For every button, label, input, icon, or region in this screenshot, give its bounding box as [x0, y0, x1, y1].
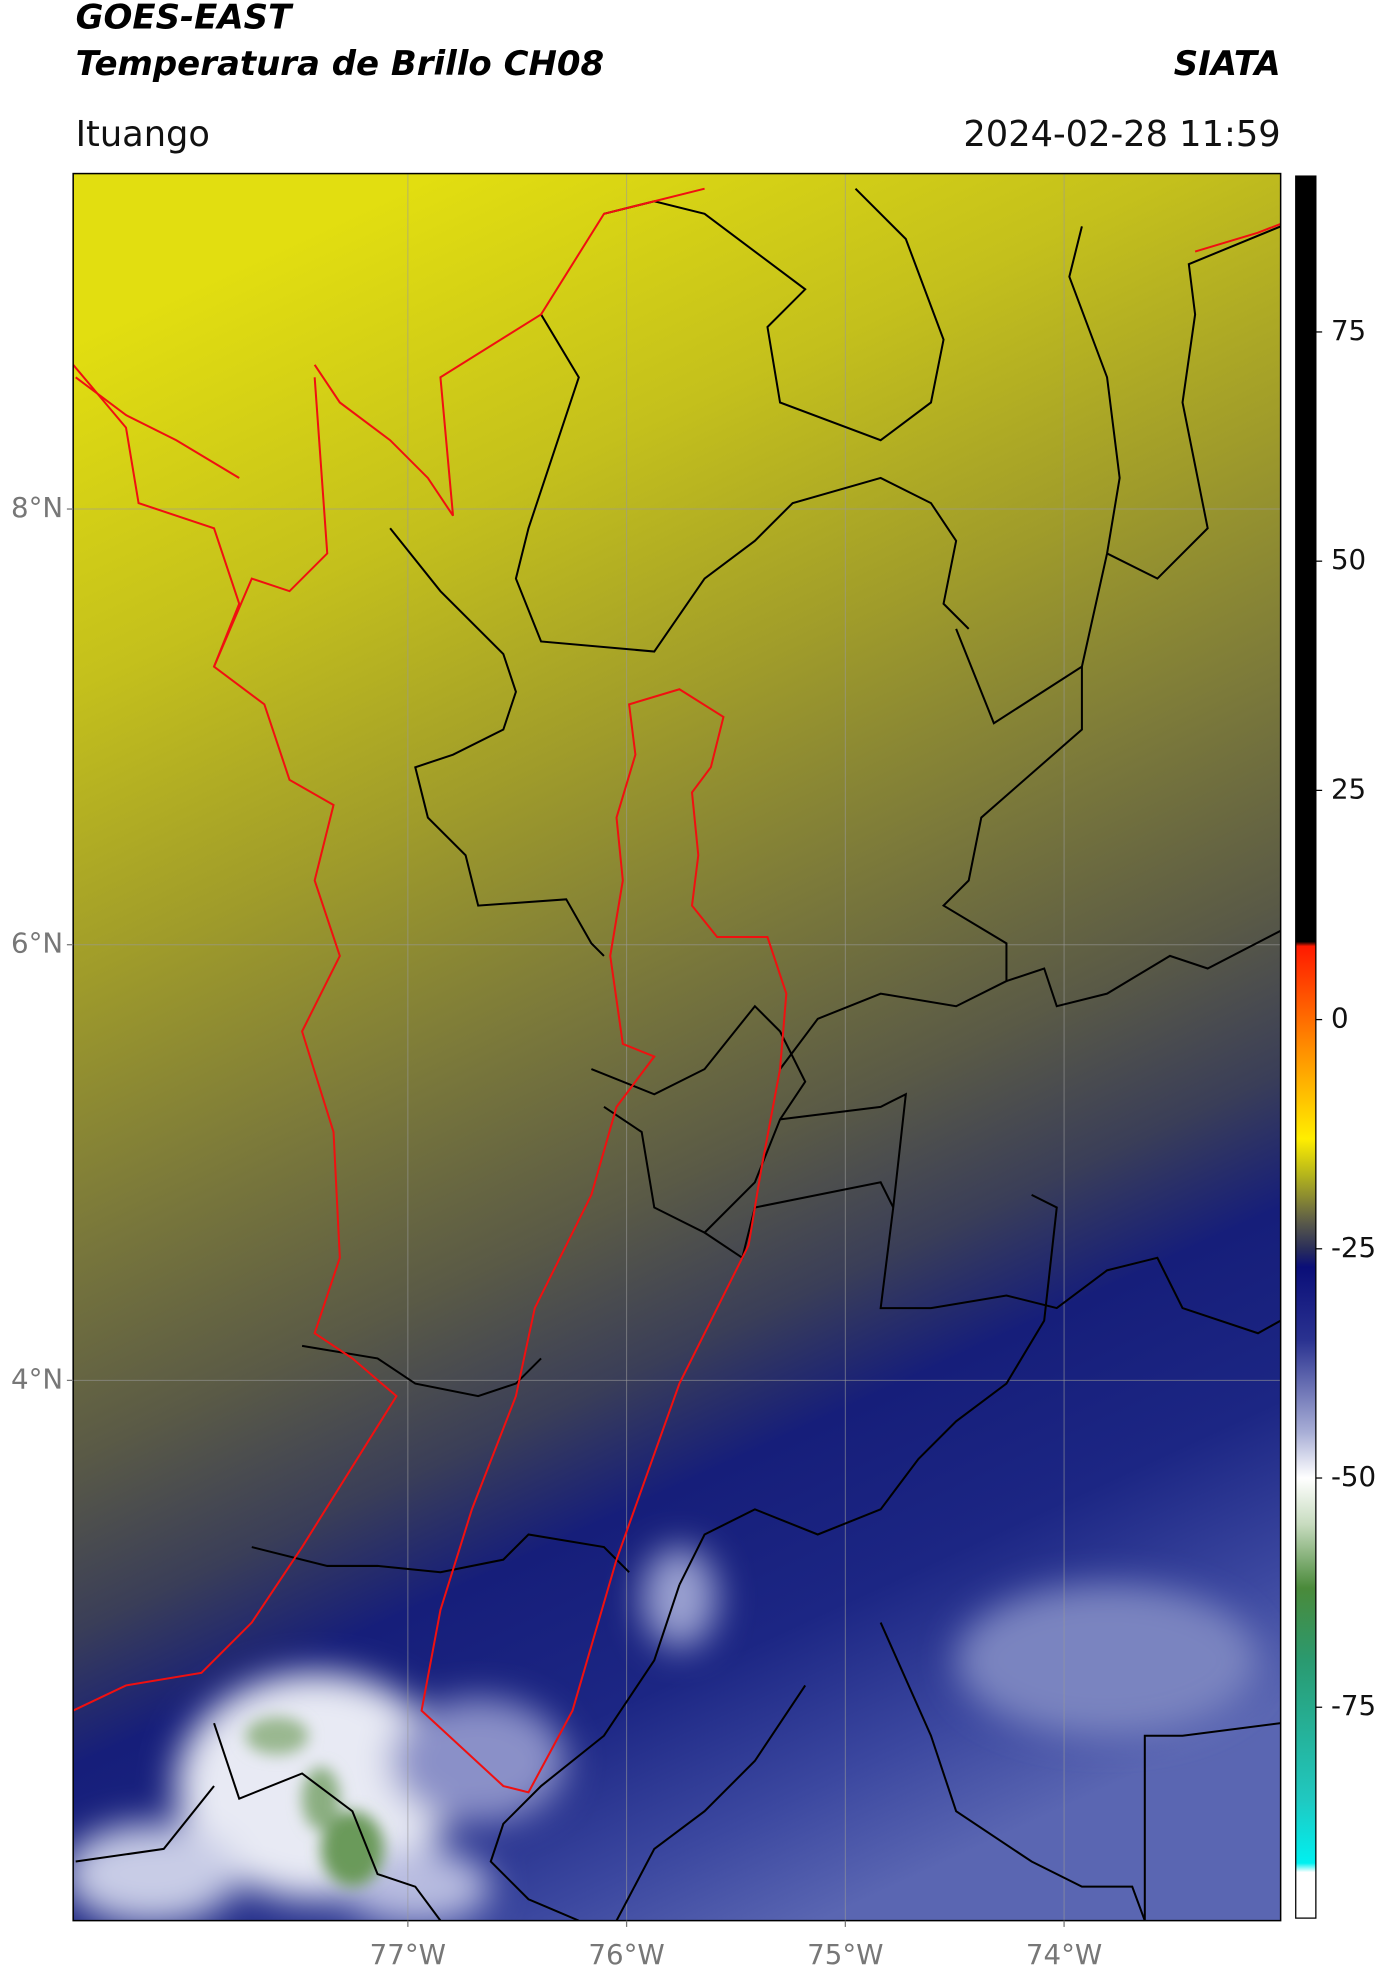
subtitle: Temperatura de Brillo CH08 [76, 44, 604, 84]
colorbar-tick-label: -75 [1331, 1689, 1376, 1722]
colorbar-tick-label: -25 [1331, 1231, 1376, 1264]
map-area [73, 173, 1281, 1921]
organization: SIATA [1174, 44, 1281, 84]
tick-layer: 77°W 76°W 75°W 74°W 8°N 6°N 4°N 75 50 25 0 -25 -50 -7… [11, 314, 1376, 1971]
colorbar [1295, 175, 1317, 1919]
graticule [73, 173, 1281, 1921]
x-tick-label: 77°W [370, 1938, 446, 1971]
x-tick-label: 76°W [588, 1938, 664, 1971]
colorbar-tick-label: 25 [1331, 772, 1366, 805]
colorbar-tick-label: 0 [1331, 1002, 1349, 1035]
datetime: 2024-02-28 11:59 [963, 114, 1280, 155]
title: GOES-EAST [76, 0, 294, 37]
y-tick-label: 6°N [11, 927, 63, 960]
colorbar-tick-label: 75 [1331, 314, 1366, 347]
boundaries [75, 187, 1281, 1921]
colorbar-tick-label: 50 [1331, 543, 1366, 576]
map-frame [72, 172, 1282, 1922]
x-tick-label: 75°W [807, 1938, 883, 1971]
y-tick-label: 8°N [11, 491, 63, 524]
red-outlines [73, 187, 1281, 1794]
x-tick-label: 74°W [1026, 1938, 1102, 1971]
y-tick-label: 4°N [11, 1362, 63, 1395]
colorbar-tick-label: -50 [1331, 1460, 1376, 1493]
location: Ituango [76, 114, 210, 155]
cold-tops [245, 1716, 384, 1887]
